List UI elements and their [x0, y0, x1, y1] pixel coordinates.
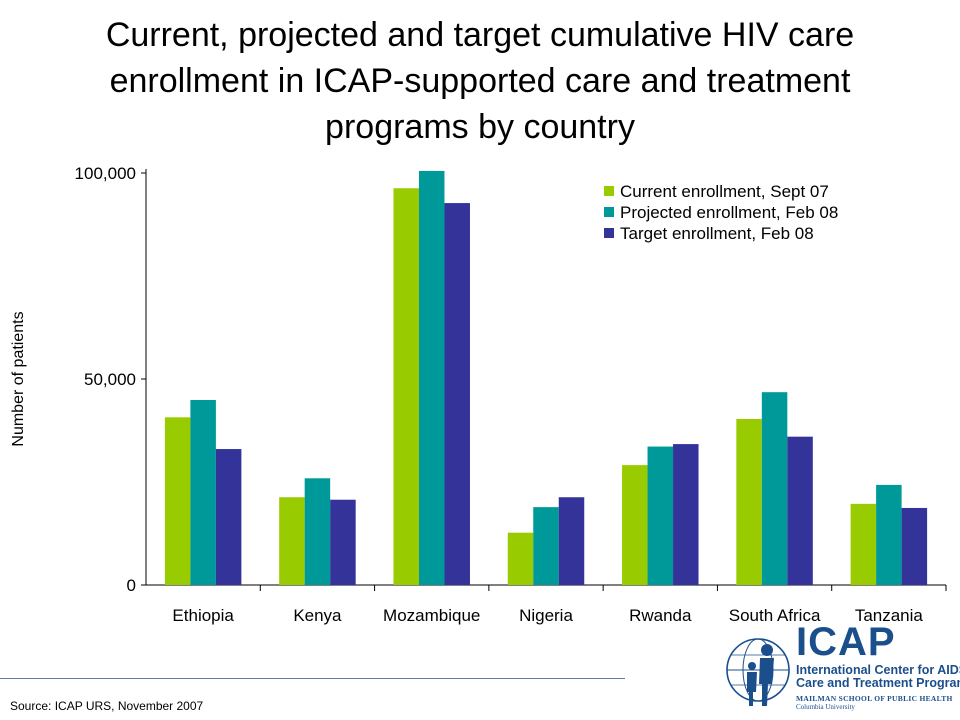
bar-nigeria-2	[558, 497, 585, 585]
bar-south-africa-1	[761, 392, 788, 585]
bar-mozambique-0	[393, 188, 419, 585]
legend-swatch	[604, 207, 614, 217]
bar-tanzania-0	[850, 503, 877, 585]
legend-swatch	[604, 228, 614, 238]
logo-line-1: International Center for AIDS	[796, 663, 960, 677]
bar-nigeria-0	[507, 532, 534, 585]
bar-kenya-1	[304, 478, 331, 585]
bar-tanzania-1	[876, 484, 902, 585]
logo-line-3: MAILMAN SCHOOL OF PUBLIC HEALTH	[796, 694, 953, 703]
title-line-1: Current, projected and target cumulative…	[105, 16, 855, 54]
x-tick-label: South Africa	[729, 606, 821, 625]
bar-kenya-0	[279, 497, 305, 585]
logo-wordmark: ICAP	[796, 620, 896, 664]
logo-line-4: Columbia University	[796, 703, 855, 711]
logo-line-2: Care and Treatment Programs	[796, 676, 960, 690]
y-axis-label: Number of patients	[10, 311, 27, 446]
title-line-2: enrollment in ICAP-supported care and tr…	[109, 62, 851, 100]
bar-rwanda-0	[622, 465, 648, 585]
bar-south-africa-0	[736, 418, 762, 585]
legend-swatch	[604, 186, 614, 196]
y-tick-label: 50,000	[84, 370, 136, 389]
bar-ethiopia-0	[164, 417, 191, 585]
bar-ethiopia-2	[215, 449, 242, 585]
x-tick-label: Ethiopia	[172, 606, 234, 625]
bar-south-africa-2	[787, 436, 813, 585]
y-tick-label: 0	[127, 576, 136, 595]
source-note: Source: ICAP URS, November 2007	[10, 699, 204, 713]
x-tick-label: Rwanda	[629, 606, 692, 625]
bar-ethiopia-1	[190, 400, 216, 585]
bar-mozambique-2	[444, 203, 470, 586]
legend-label: Projected enrollment, Feb 08	[620, 203, 838, 222]
legend-label: Current enrollment, Sept 07	[620, 182, 829, 201]
bar-rwanda-2	[673, 444, 699, 585]
icap-logo: ICAP International Center for AIDS Care …	[724, 620, 960, 718]
globe-figure-icon	[726, 638, 790, 706]
x-tick-label: Nigeria	[519, 606, 573, 625]
footer-divider	[0, 678, 625, 679]
bar-kenya-2	[330, 499, 356, 585]
bar-nigeria-1	[533, 507, 559, 585]
x-tick-label: Kenya	[293, 606, 342, 625]
bar-mozambique-1	[418, 170, 445, 585]
bar-tanzania-2	[901, 507, 928, 585]
chart-title: Current, projected and target cumulative…	[20, 12, 940, 150]
bar-rwanda-1	[647, 446, 674, 585]
legend-label: Target enrollment, Feb 08	[620, 224, 814, 243]
title-line-3: programs by country	[325, 108, 635, 146]
y-tick-label: 100,000	[75, 164, 136, 183]
x-tick-label: Mozambique	[383, 606, 480, 625]
x-tick-label: Tanzania	[855, 606, 924, 625]
